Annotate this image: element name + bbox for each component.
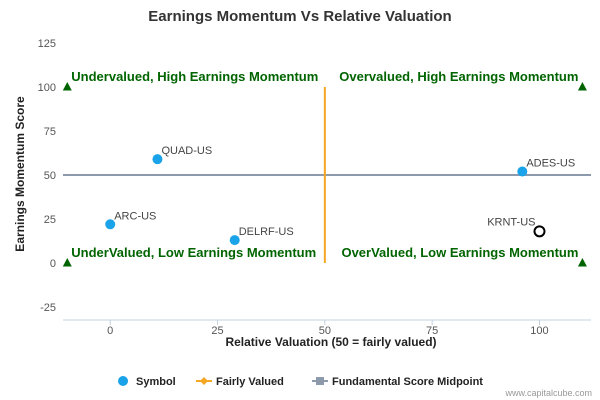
legend-fairly-diamond-icon [200,377,208,385]
quadrant-marker [577,258,587,267]
legend-label: Fairly Valued [216,376,284,388]
y-tick-label: 50 [44,170,56,182]
quadrant-label: Overvalued, High Earnings Momentum [339,69,578,84]
quadrant-marker [62,258,72,267]
legend-item: Fundamental Score Midpoint [312,376,483,388]
y-tick-label: 100 [38,82,56,94]
data-point-highlight [533,225,546,238]
data-point [517,166,528,177]
x-tick-label: 100 [530,325,548,337]
data-point-label: KRNT-US [487,216,535,228]
data-point-label: ADES-US [526,157,575,169]
plot-area: 0 25 50 75 100 -25 0 25 50 75 100 125 Undervalued, H… [38,38,591,337]
quadrant-label: Undervalued, High Earnings Momentum [71,69,318,84]
y-axis-title: Earnings Momentum Score [13,96,27,252]
x-tick-label: 50 [319,325,331,337]
chart-title: Earnings Momentum Vs Relative Valuation [148,8,451,25]
legend-label: Fundamental Score Midpoint [332,376,483,388]
legend-label: Symbol [136,376,176,388]
data-point-label: ARC-US [114,210,156,222]
y-tick-label: 0 [50,258,56,270]
y-tick-label: -25 [40,302,56,314]
data-point [229,235,240,246]
legend: Symbol Fairly Valued Fundamental Score Mid… [118,376,483,388]
quadrant-label: OverValued, Low Earnings Momentum [341,245,578,260]
legend-item: Symbol [118,376,176,388]
data-point [152,154,163,165]
x-tick-label: 75 [426,325,438,337]
x-axis-title: Relative Valuation (50 = fairly valued) [225,335,436,349]
quadrant-marker [62,82,72,91]
x-tick-label: 25 [211,325,223,337]
quadrant-marker [577,82,587,91]
y-tick-label: 75 [44,126,56,138]
legend-symbol-icon [118,376,128,386]
legend-midpoint-square-icon [316,377,324,385]
x-tick-label: 0 [107,325,113,337]
y-tick-label: 25 [44,214,56,226]
quadrant-label: UnderValued, Low Earnings Momentum [71,245,316,260]
data-point [105,219,116,230]
data-point-label: QUAD-US [161,145,212,157]
y-tick-label: 125 [38,38,56,50]
data-point-label: DELRF-US [239,226,294,238]
legend-item: Fairly Valued [196,376,284,388]
credit-text: www.capitalcube.com [504,388,592,398]
